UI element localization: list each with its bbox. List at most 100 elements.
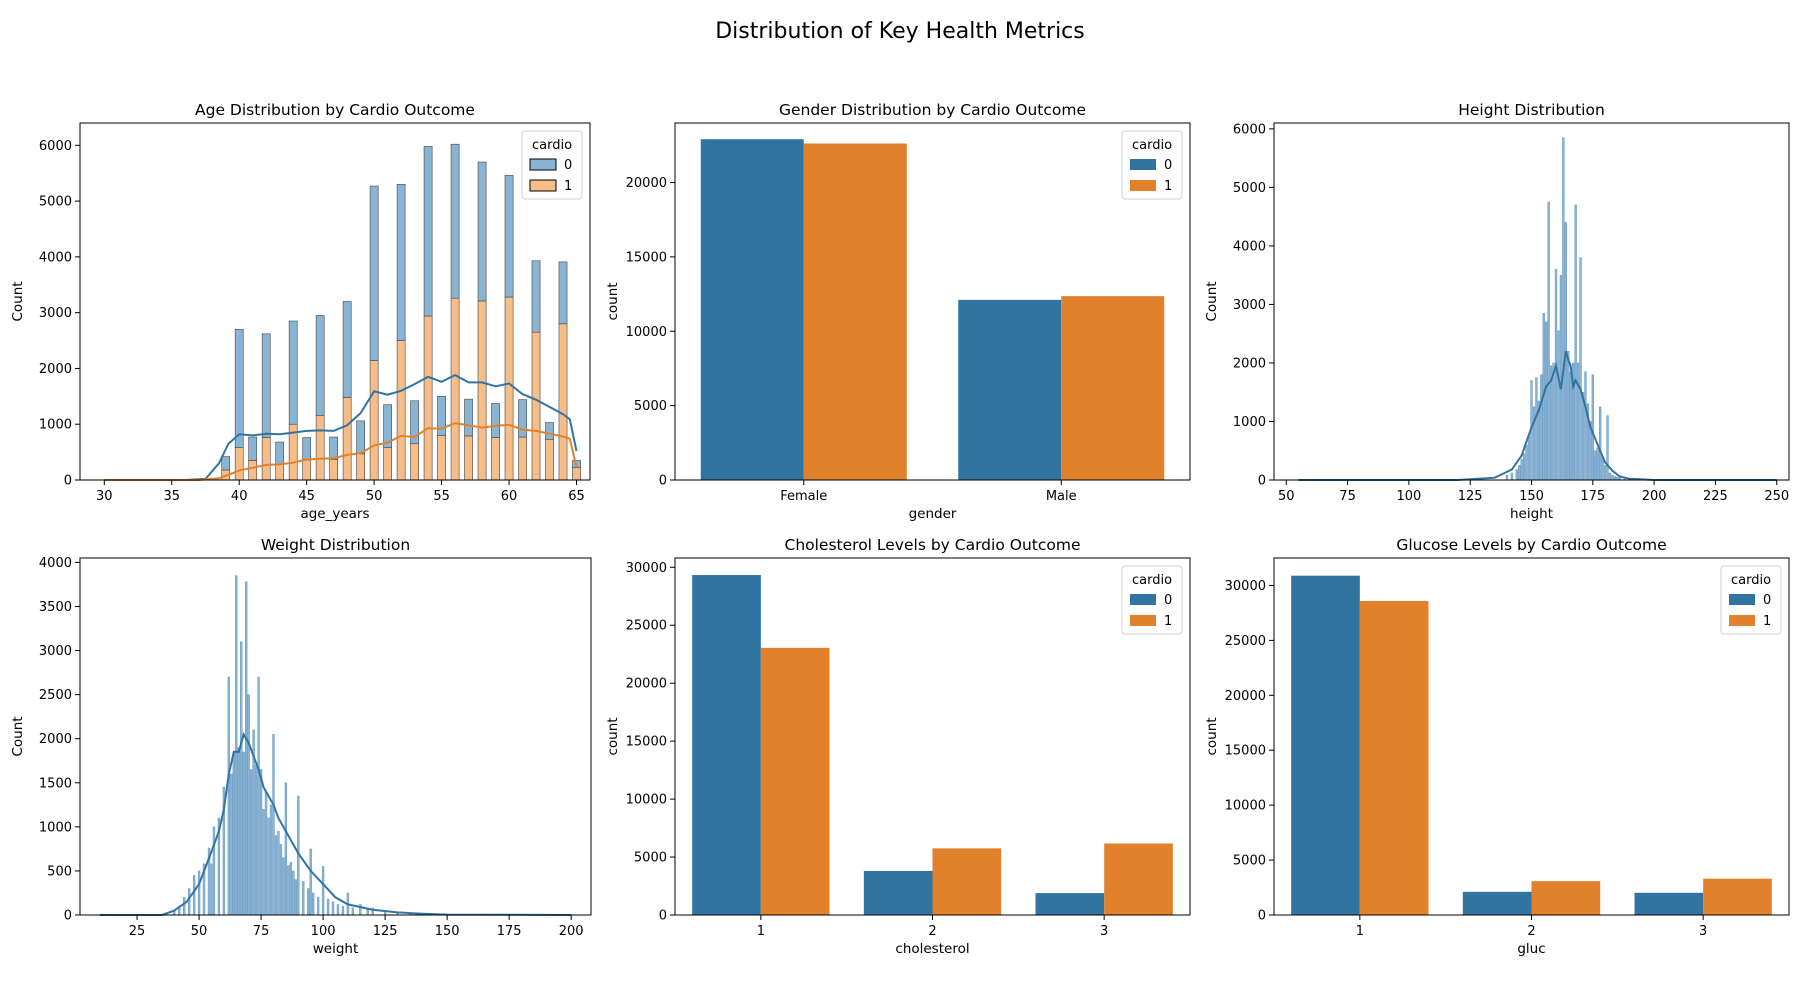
age-bar-cardio0	[531, 260, 541, 333]
cholesterol-ytick-label: 25000	[626, 619, 667, 634]
age-bar-cardio1	[464, 435, 473, 481]
cholesterol-bar-cardio1-2	[932, 848, 1002, 915]
weight-hist-bar	[212, 826, 216, 916]
height-title: Height Distribution	[1458, 101, 1605, 119]
weight-hist-bar	[311, 892, 315, 916]
gluc-xtick-label: 1	[1356, 924, 1364, 939]
height-hist-bar	[1522, 453, 1526, 481]
weight-hist-bar	[242, 751, 245, 916]
gender-legend-title: cardio	[1132, 138, 1172, 153]
age-legend-label-1: 1	[564, 179, 572, 194]
cholesterol-legend-swatch-0	[1130, 594, 1156, 605]
weight-hist-bar	[279, 844, 283, 916]
height-xtick-label: 250	[1764, 489, 1789, 504]
age-xtick-label: 30	[96, 489, 113, 504]
gender-legend-swatch-0	[1130, 159, 1156, 170]
weight-ytick-label: 3000	[39, 644, 72, 659]
gluc-bar-cardio1-3	[1703, 878, 1772, 915]
gender-legend-label-0: 0	[1164, 158, 1172, 173]
cholesterol-legend-label-1: 1	[1164, 614, 1172, 629]
weight-hist-bar	[247, 694, 250, 916]
cholesterol-legend-title: cardio	[1132, 573, 1172, 588]
age-legend-title: cardio	[532, 138, 572, 153]
age-bar-cardio1	[558, 323, 568, 481]
weight-hist-bar	[309, 848, 312, 916]
age-bar-cardio0	[315, 315, 325, 416]
age-ytick-label: 2000	[39, 362, 72, 377]
age-bar-cardio0	[261, 333, 271, 438]
height-hist-bar	[1510, 472, 1514, 481]
age-bar-cardio0	[302, 437, 312, 461]
age-bar-cardio1	[342, 397, 352, 481]
height-xtick-label: 125	[1458, 489, 1483, 504]
weight-hist-bar	[321, 866, 325, 916]
gluc-bar-cardio1-2	[1531, 881, 1601, 915]
age-bar-cardio0	[518, 399, 527, 438]
age-frame	[79, 122, 591, 481]
gender-ytick-label: 20000	[626, 176, 667, 191]
weight-xtick-label: 175	[497, 924, 522, 939]
weight-hist-bar	[240, 641, 243, 916]
age-bar-cardio0	[275, 441, 285, 465]
age-ytick-label: 5000	[39, 195, 72, 210]
height-hist-bar	[1569, 371, 1572, 481]
weight-ytick-label: 0	[64, 909, 72, 924]
age-legend-label-0: 0	[564, 158, 572, 173]
age-xtick-label: 60	[501, 489, 518, 504]
age-bar-cardio0	[491, 403, 500, 438]
height-hist-bar	[1535, 377, 1538, 481]
gluc-legend-swatch-0	[1729, 594, 1755, 605]
weight-xtick-label: 50	[191, 924, 208, 939]
height-hist-bar	[1576, 362, 1580, 481]
weight-frame	[79, 557, 592, 916]
weight-hist-bar	[230, 773, 233, 916]
gluc-ytick-label: 30000	[1225, 579, 1266, 594]
cholesterol-ytick-label: 20000	[626, 677, 667, 692]
weight-hist-bar	[237, 747, 240, 916]
cholesterol-xlabel: cholesterol	[895, 941, 969, 957]
height-hist-bar	[1525, 444, 1528, 481]
weight-hist-bar	[183, 897, 186, 916]
cholesterol-bar-cardio1-3	[1104, 843, 1173, 915]
weight-hist-bar	[232, 751, 235, 916]
weight-ytick-label: 2500	[39, 688, 72, 703]
weight-hist-bar	[351, 907, 355, 916]
height-xtick-label: 225	[1703, 489, 1728, 504]
gender-ytick-label: 5000	[634, 399, 667, 414]
age-xtick-label: 35	[163, 489, 180, 504]
weight-xtick-label: 200	[559, 924, 584, 939]
gender-ylabel: count	[605, 282, 621, 320]
gender-bar-cardio0-Female	[700, 139, 804, 480]
age-bar-cardio1	[572, 467, 581, 481]
cholesterol-ylabel: count	[605, 717, 621, 755]
height-hist-bar	[1594, 450, 1597, 481]
age-bar-cardio1	[396, 340, 406, 481]
gender-ytick-label: 0	[659, 474, 667, 489]
age-bar-cardio0	[423, 146, 433, 317]
weight-kde-line	[99, 731, 572, 916]
height-hist-bar	[1608, 472, 1612, 481]
gluc-title: Glucose Levels by Cardio Outcome	[1396, 536, 1666, 554]
gluc-ytick-label: 10000	[1225, 799, 1266, 814]
weight-hist-bar	[257, 676, 260, 916]
weight-hist-bar	[235, 575, 238, 916]
weight-hist-bar	[331, 901, 335, 916]
figure-title: Distribution of Key Health Metrics	[715, 19, 1085, 44]
gluc-bar-cardio0-2	[1462, 891, 1532, 915]
age-xtick-label: 45	[298, 489, 315, 504]
cholesterol-legend-swatch-1	[1130, 615, 1156, 626]
height-xtick-label: 175	[1580, 489, 1605, 504]
height-hist-bar	[1581, 391, 1585, 481]
cholesterol-bar-cardio1-1	[760, 647, 830, 915]
height-xlabel: height	[1510, 506, 1553, 522]
age-bar-cardio0	[342, 301, 352, 398]
weight-hist-bar	[341, 905, 345, 916]
age-bar-cardio1	[369, 360, 379, 481]
height-kde-line	[1298, 350, 1777, 481]
weight-xtick-label: 125	[373, 924, 398, 939]
age-bar-cardio0	[329, 436, 338, 460]
age-bar-cardio1	[531, 331, 541, 481]
gluc-frame	[1273, 557, 1790, 916]
gender-bar-cardio0-Male	[958, 299, 1062, 480]
age-bar-cardio0	[396, 184, 406, 341]
